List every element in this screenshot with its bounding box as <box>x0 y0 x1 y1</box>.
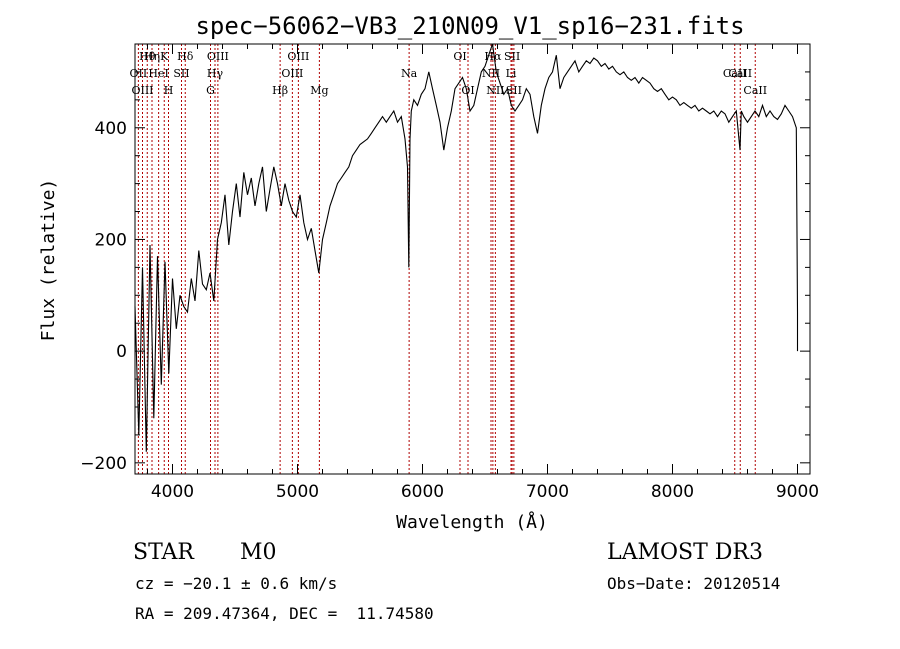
chart-title: spec−56062−VB3_210N09_V1_sp16−231.fits <box>195 12 744 40</box>
x-tick-label: 9000 <box>776 482 819 502</box>
spectral-line-label: OI <box>461 84 474 97</box>
spectral-line-label: OII <box>130 67 148 80</box>
spectral-line-label: CaII <box>728 67 752 80</box>
spectral-line-label: OIII <box>207 50 229 63</box>
spectral-line-label: NII <box>486 84 504 97</box>
spectral-line-label: Mg <box>310 84 328 97</box>
spectral-line-label: HeI <box>148 67 168 80</box>
object-subclass: M0 <box>240 540 277 565</box>
spectral-line-label: Hα <box>484 50 502 63</box>
coordinates: RA = 209.47364, DEC = 11.74580 <box>135 604 434 623</box>
spectral-line-label: SII <box>173 67 189 80</box>
y-tick-label: 200 <box>95 230 127 250</box>
survey-name: LAMOST DR3 <box>607 540 763 565</box>
y-tick-label: 0 <box>116 342 127 362</box>
spectrum-line <box>134 43 799 452</box>
x-tick-label: 8000 <box>651 482 694 502</box>
spectral-line-label: G <box>206 84 215 97</box>
observation-date: Obs−Date: 20120514 <box>607 574 781 593</box>
spectral-line-label: Hγ <box>207 67 224 80</box>
spectral-line-label: Li <box>506 67 517 80</box>
spectral-line-markers <box>137 44 756 474</box>
spectral-line-label: OIII <box>131 84 153 97</box>
x-axis-ticks: 4000 5000 6000 7000 8000 9000 <box>147 44 819 502</box>
object-class: STAR <box>133 540 194 565</box>
spectral-line-label: OIII <box>287 50 309 63</box>
y-tick-label: −200 <box>80 454 127 474</box>
spectral-line-label: OI <box>453 50 466 63</box>
x-tick-label: 6000 <box>401 482 444 502</box>
x-tick-label: 5000 <box>276 482 319 502</box>
spectral-line-label: SII <box>506 84 522 97</box>
spectral-line-label: Hβ <box>272 84 288 97</box>
spectral-line-label: NII <box>482 67 500 80</box>
spectral-line-label: CaII <box>743 84 767 97</box>
y-tick-label: 400 <box>95 119 127 139</box>
x-tick-label: 4000 <box>151 482 194 502</box>
plot-frame <box>134 43 811 475</box>
spectral-line-label: Na <box>401 67 418 80</box>
y-axis-label: Flux (relative) <box>38 179 59 342</box>
spectral-line-label: K <box>160 50 169 63</box>
spectral-line-label: CaII <box>723 67 747 80</box>
redshift-velocity: cz = −20.1 ± 0.6 km/s <box>135 574 338 593</box>
spectral-line-label: Hη <box>144 50 160 63</box>
x-axis-label: Wavelength (Å) <box>396 511 548 533</box>
spectral-line-label: OIII <box>281 67 303 80</box>
y-axis-ticks: −200 0 200 400 <box>80 71 810 474</box>
spectral-line-label: SII <box>504 50 520 63</box>
spectral-line-label: Hθ <box>139 50 156 63</box>
spectral-line-label: H <box>164 84 174 97</box>
x-tick-label: 7000 <box>526 482 569 502</box>
spectral-line-label: Hδ <box>177 50 194 63</box>
